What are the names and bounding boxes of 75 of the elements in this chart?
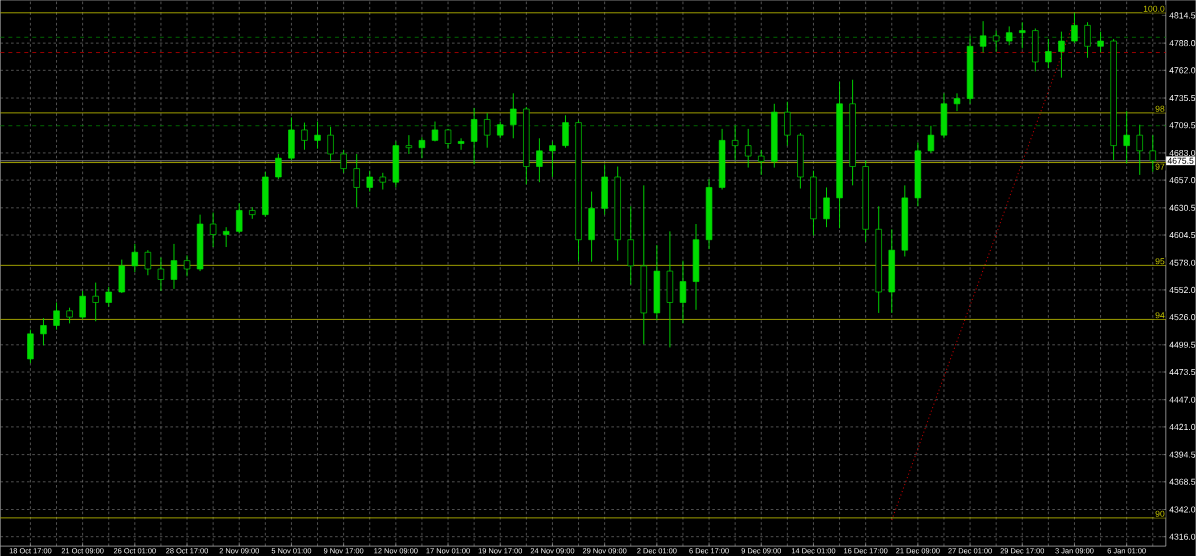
candlestick [340, 149, 347, 174]
candlestick [105, 286, 112, 308]
candlestick [366, 170, 373, 193]
y-tick-label: 4683.0 [1169, 149, 1196, 157]
candlestick [510, 92, 517, 139]
candlestick [927, 125, 935, 154]
candlestick [784, 101, 791, 147]
candlestick [1136, 124, 1143, 176]
candlestick [157, 257, 165, 292]
ref-line-label: 4675.5 [1167, 157, 1194, 164]
y-tick-label: 4316.0 [1169, 533, 1196, 540]
candlestick [405, 134, 413, 155]
annotation: 98 [1155, 105, 1165, 112]
candlestick [353, 153, 360, 208]
candlestick [418, 136, 426, 159]
candlestick [92, 282, 99, 322]
y-tick-label: 4630.5 [1169, 204, 1196, 211]
candlestick [979, 20, 987, 54]
candlestick [1097, 31, 1104, 54]
y-tick-label: 4709.5 [1169, 122, 1196, 129]
candlestick [183, 255, 191, 277]
y-tick-label: 4526.0 [1169, 314, 1196, 321]
candlestick [53, 302, 60, 331]
y-tick-label: 4394.5 [1169, 451, 1196, 458]
candlestick [992, 30, 1000, 53]
y-tick-label: 4814.5 [1169, 12, 1196, 19]
y-tick-label: 4368.5 [1169, 478, 1196, 485]
candlestick [327, 126, 334, 162]
candlestick [1045, 38, 1052, 69]
candlestick [953, 92, 961, 112]
annotation: 100.0 [1143, 5, 1165, 12]
candlestick [731, 125, 739, 161]
y-tick-label: 4578.0 [1169, 259, 1196, 266]
y-tick-label: 4788.0 [1169, 40, 1196, 47]
candlestick [301, 122, 308, 151]
candlestick [40, 317, 47, 346]
y-tick-label: 4447.0 [1169, 396, 1196, 403]
candlestick [275, 153, 282, 180]
candlestick [209, 212, 217, 248]
annotation: 97 [1155, 163, 1165, 170]
y-tick-label: 4342.0 [1169, 506, 1196, 513]
candlestick [457, 137, 465, 151]
candlestick [823, 187, 830, 228]
y-tick-label: 4499.5 [1169, 341, 1196, 348]
candlestick [536, 137, 543, 183]
candlestick [79, 290, 86, 320]
candlestick [483, 112, 491, 149]
candlestick [222, 226, 230, 248]
candlestick [549, 141, 556, 178]
y-tick-label: 4604.5 [1169, 232, 1196, 239]
candlestick [236, 202, 243, 234]
candlestick [745, 128, 752, 169]
annotation: 95 [1155, 258, 1165, 265]
candlestick [1123, 110, 1130, 164]
candlestick [314, 121, 321, 150]
candlestick [131, 243, 139, 273]
candlestick [562, 114, 569, 149]
y-tick-label: 4421.0 [1169, 423, 1196, 431]
candlestick [470, 107, 478, 165]
annotation: 90 [1155, 510, 1165, 517]
candlestick [1058, 31, 1065, 79]
y-tick-label: 4473.5 [1169, 369, 1196, 376]
candlestick [1019, 21, 1026, 49]
candlestick [679, 260, 687, 324]
y-tick-label: 4552.0 [1169, 286, 1196, 294]
y-tick-label: 4735.5 [1169, 95, 1196, 102]
y-tick-label: 4762.0 [1169, 67, 1196, 74]
candlestick [1071, 12, 1078, 44]
candlestick [1084, 21, 1091, 59]
candlestick [144, 249, 152, 276]
annotation: 94 [1155, 312, 1165, 319]
candlestick [1006, 26, 1013, 46]
candlestick [170, 243, 178, 290]
y-tick-label: 4657.0 [1169, 177, 1196, 184]
candlestick [758, 149, 765, 176]
